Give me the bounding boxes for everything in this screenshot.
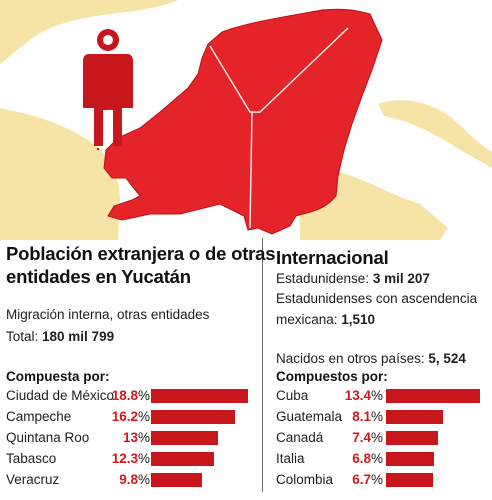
left-title-line2: entidades en Yucatán	[6, 266, 191, 287]
bar-row: Canadá 7.4%	[276, 429, 480, 447]
born-other-countries-line: Nacidos en otros países: 5, 524	[276, 350, 466, 368]
bar	[151, 473, 202, 487]
bar-value-label: 7.4%	[352, 430, 383, 445]
map-region-peninsula	[103, 8, 383, 235]
map-state-border	[209, 27, 349, 113]
bar-category-label: Ciudad de México	[6, 388, 115, 403]
bar-value-label: 6.8%	[352, 451, 383, 466]
us-mex-line2: mexicana: 1,510	[276, 311, 375, 329]
bar-category-label: Campeche	[6, 409, 72, 424]
left-section-title: Población extranjera o de otras entidade…	[6, 242, 276, 288]
bar	[151, 410, 235, 424]
bar-category-label: Tabasco	[6, 451, 57, 466]
bar-value-label: 8.1%	[352, 409, 383, 424]
bar-value-label: 16.2%	[111, 409, 150, 424]
bar-value-label: 12.3%	[111, 451, 150, 466]
bar-value-label: 13.4%	[344, 388, 383, 403]
us-value: 3 mil 207	[372, 271, 430, 286]
map-land-mainland	[0, 108, 120, 240]
bar-value-label: 18.8%	[111, 388, 150, 403]
column-divider	[262, 238, 263, 492]
internal-migration-subtitle: Migración interna, otras entidades	[6, 307, 210, 322]
bar	[386, 431, 438, 445]
bar-category-label: Colombia	[276, 472, 334, 487]
right-breakdown-heading: Compuestos por:	[276, 369, 388, 384]
yucatan-peninsula-map	[0, 0, 492, 240]
born-value: 5, 524	[428, 351, 466, 366]
bar	[386, 410, 443, 424]
bar-row: Guatemala 8.1%	[276, 408, 480, 426]
bar	[386, 473, 433, 487]
bar-row: Tabasco 12.3%	[6, 450, 248, 468]
us-mex-label: mexicana:	[276, 312, 342, 327]
us-label: Estadunidense:	[276, 271, 373, 286]
map-land-gulf-coast	[0, 0, 178, 64]
right-section-title: Internacional	[276, 247, 389, 268]
bar-row: Quintana Roo 13%	[6, 429, 248, 447]
bar-row: Veracruz 9.8%	[6, 471, 248, 489]
left-breakdown-heading: Compuesta por:	[6, 369, 110, 384]
us-born-line: Estadunidense: 3 mil 207	[276, 270, 430, 288]
bar-category-label: Canadá	[276, 430, 324, 445]
bar	[386, 389, 480, 403]
bar-value-label: 6.7%	[352, 472, 383, 487]
bar-value-label: 9.8%	[119, 472, 150, 487]
internal-migration-total: Total: 180 mil 799	[6, 328, 114, 346]
bar	[386, 452, 434, 466]
bar-row: Colombia 6.7%	[276, 471, 480, 489]
total-label: Total:	[6, 329, 43, 344]
bar	[151, 452, 215, 466]
bar-category-label: Veracruz	[6, 472, 60, 487]
total-value: 180 mil 799	[42, 329, 115, 344]
bar-category-label: Quintana Roo	[6, 430, 90, 445]
bar	[151, 389, 248, 403]
map-island	[398, 220, 406, 224]
bar-row: Ciudad de México 18.8%	[6, 387, 248, 405]
bar-category-label: Cuba	[276, 388, 309, 403]
born-label: Nacidos en otros países:	[276, 351, 429, 366]
bar-value-label: 13%	[122, 430, 150, 445]
bar-category-label: Guatemala	[276, 409, 343, 424]
left-title-line1: Población extranjera o de otras	[6, 243, 276, 264]
bar	[151, 431, 219, 445]
map-state-border	[249, 111, 253, 229]
bar-category-label: Italia	[276, 451, 305, 466]
us-mex-value: 1,510	[341, 312, 376, 327]
us-mex-line1: Estadunidenses con ascendencia	[276, 291, 478, 306]
map-island	[378, 225, 392, 231]
person-icon	[83, 29, 133, 150]
bar-row: Cuba 13.4%	[276, 387, 480, 405]
map-island-cuba	[378, 100, 492, 168]
bar-row: Italia 6.8%	[276, 450, 480, 468]
bar-row: Campeche 16.2%	[6, 408, 248, 426]
